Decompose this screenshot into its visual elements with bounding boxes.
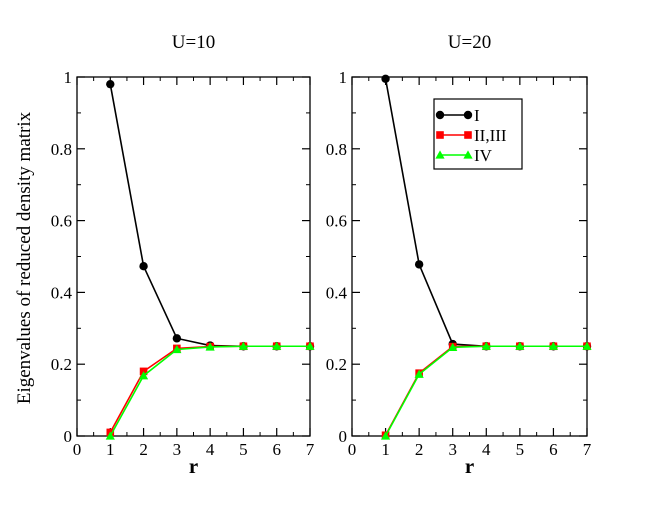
- legend-marker: [435, 110, 445, 120]
- x-tick-label: 1: [381, 440, 390, 459]
- data-point: [548, 341, 559, 350]
- y-tick-label: 1: [339, 68, 348, 87]
- legend-label: IV: [474, 146, 493, 165]
- data-point: [381, 74, 390, 83]
- y-tick-label: 0.6: [326, 212, 347, 231]
- data-point: [139, 261, 148, 271]
- data-point: [582, 341, 592, 350]
- y-tick-label: 0.8: [51, 140, 72, 159]
- data-point: [106, 79, 115, 89]
- series-ii-iii: [106, 342, 314, 437]
- legend-entry: II,III: [436, 126, 507, 145]
- y-tick-label: 0.2: [51, 355, 72, 374]
- legend-entry: IV: [435, 146, 493, 165]
- legend-marker: [463, 150, 473, 159]
- x-tick-label: 3: [173, 440, 182, 459]
- x-tick-label: 1: [106, 440, 115, 459]
- x-tick-label: 3: [448, 440, 457, 459]
- series-i: [106, 79, 315, 351]
- series-iv: [105, 341, 315, 440]
- data-point: [515, 341, 525, 350]
- y-axis-label: Eigenvalues of reduced density matrix: [14, 111, 35, 404]
- x-tick-label: 0: [73, 440, 82, 459]
- legend-label: I: [474, 106, 480, 125]
- x-tick-label: 6: [549, 440, 558, 459]
- series-line: [384, 345, 587, 437]
- x-tick-label: 4: [206, 440, 215, 459]
- series-line: [109, 345, 310, 437]
- y-tick-label: 0.4: [51, 283, 73, 302]
- data-point: [414, 260, 424, 269]
- y-tick-label: 0.2: [326, 355, 347, 374]
- x-tick-label: 5: [239, 440, 248, 459]
- y-tick-label: 0.8: [326, 140, 347, 159]
- legend-label: II,III: [474, 126, 507, 145]
- data-point: [172, 334, 182, 343]
- y-tick-label: 0: [64, 427, 73, 446]
- data-point: [448, 342, 458, 352]
- legend-entry: I: [435, 106, 480, 125]
- panel-u20: U=20 0 1 2 3 4 5 6 7 0 0.2 0.4 0.6 0.8 1 r: [326, 32, 592, 478]
- series-line: [384, 345, 587, 436]
- x-tick-label: 2: [139, 440, 148, 459]
- y-tick-label: 0: [339, 427, 348, 446]
- legend-marker: [464, 131, 472, 139]
- y-tick-label: 1: [64, 68, 73, 87]
- y-tick-label: 0.4: [326, 283, 348, 302]
- data-point: [138, 371, 149, 380]
- series-iv: [380, 341, 592, 440]
- legend-marker: [463, 110, 473, 120]
- x-tick-label: 7: [306, 440, 315, 459]
- data-point: [380, 431, 391, 440]
- series-ii-iii: [381, 342, 591, 440]
- x-tick-label: 0: [348, 440, 357, 459]
- panel-title: U=10: [172, 32, 215, 53]
- y-tick-label: 0.6: [51, 212, 72, 231]
- panel-title: U=20: [448, 32, 491, 53]
- x-axis-label: r: [189, 454, 198, 478]
- plot-frame: [76, 76, 311, 437]
- x-axis-label: r: [465, 454, 474, 478]
- series-line: [109, 84, 310, 348]
- x-tick-label: 2: [415, 440, 424, 459]
- x-tick-label: 5: [516, 440, 525, 459]
- x-tick-label: 4: [482, 440, 491, 459]
- legend-box: [433, 98, 523, 170]
- legend-marker: [435, 150, 445, 159]
- data-point: [272, 341, 282, 350]
- data-point: [481, 341, 491, 350]
- legend-marker: [436, 131, 444, 139]
- data-point: [305, 341, 315, 350]
- data-point: [105, 431, 115, 440]
- panel-u10: U=10 0 1 2 3 4 5 6 7 0 0.2 0.4 0.6 0.8 1 r: [51, 32, 315, 478]
- x-tick-label: 7: [583, 440, 592, 459]
- data-point: [414, 369, 424, 378]
- data-point: [205, 342, 215, 351]
- data-point: [238, 341, 249, 350]
- series-line: [109, 345, 310, 433]
- data-point: [172, 344, 182, 354]
- x-tick-label: 6: [272, 440, 281, 459]
